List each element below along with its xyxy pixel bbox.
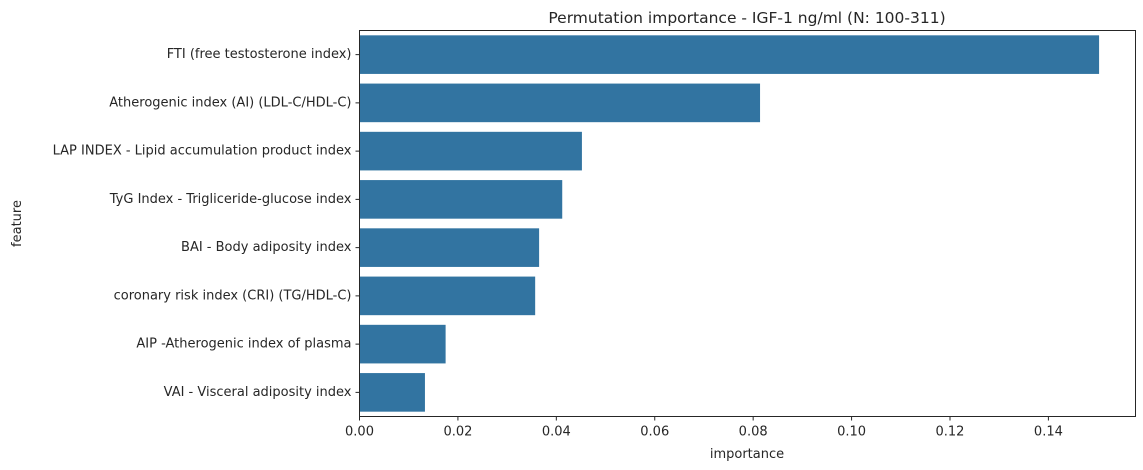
x-tick-label: 0.10 <box>837 425 866 440</box>
x-axis-label: importance <box>710 447 784 462</box>
y-tick-label: VAI - Visceral adiposity index <box>164 385 352 400</box>
y-tick-label: coronary risk index (CRI) (TG/HDL-C) <box>114 288 352 303</box>
bar <box>359 35 1100 74</box>
bar <box>359 180 563 219</box>
x-tick-label: 0.14 <box>1034 425 1063 440</box>
x-tick-label: 0.00 <box>345 425 374 440</box>
bar <box>359 373 425 412</box>
bars-group <box>359 35 1100 412</box>
x-tick-label: 0.04 <box>542 425 571 440</box>
x-ticks-group: 0.00 0.02 0.04 0.06 0.08 0.10 0.12 0.14 <box>345 416 1063 440</box>
x-tick-label: 0.12 <box>936 425 965 440</box>
x-tick-label: 0.02 <box>443 425 472 440</box>
plot-frame <box>359 30 1136 417</box>
bar <box>359 83 761 123</box>
y-tick-label: BAI - Body adiposity index <box>181 240 352 255</box>
x-tick-label: 0.08 <box>739 425 768 440</box>
bar <box>359 228 540 267</box>
y-tick-label: Atherogenic index (AI) (LDL-C/HDL-C) <box>109 95 351 110</box>
y-axis-label: feature <box>10 200 25 247</box>
chart-title: Permutation importance - IGF-1 ng/ml (N:… <box>548 9 945 27</box>
x-tick-label: 0.06 <box>640 425 669 440</box>
y-tick-label: FTI (free testosterone index) <box>167 47 352 62</box>
bar <box>359 324 446 364</box>
bar <box>359 276 536 316</box>
y-tick-label: LAP INDEX - Lipid accumulation product i… <box>53 144 352 159</box>
y-tick-label: TyG Index - Trigliceride-glucose index <box>109 192 352 207</box>
y-ticks-group: FTI (free testosterone index) Atherogenic… <box>53 47 360 400</box>
y-tick-label: AIP -Atherogenic index of plasma <box>136 337 351 352</box>
bar <box>359 131 582 171</box>
